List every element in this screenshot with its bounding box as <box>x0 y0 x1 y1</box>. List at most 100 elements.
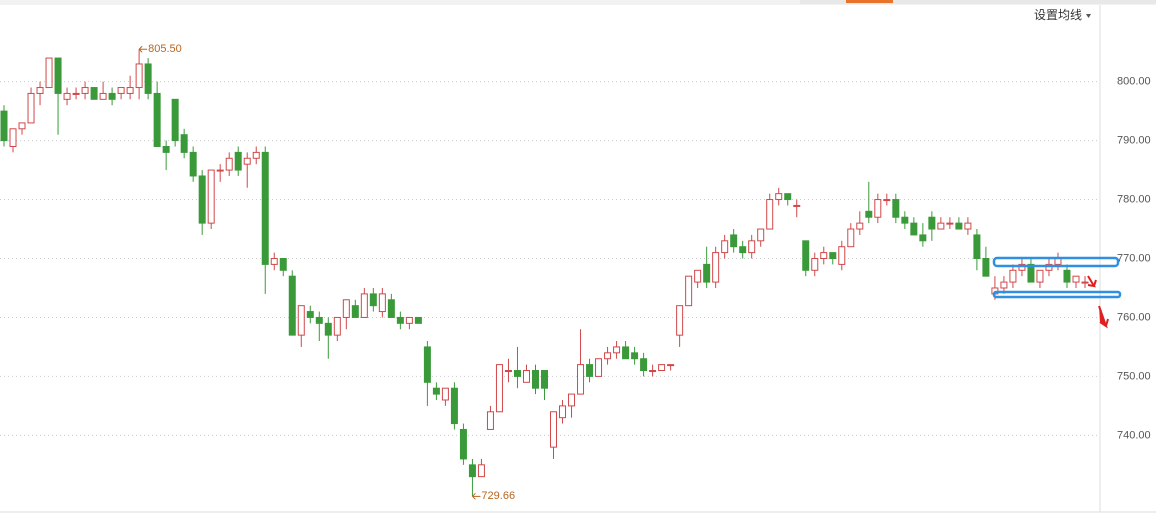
top-bar <box>0 0 1156 5</box>
candle-body <box>216 169 224 172</box>
candle-body <box>414 316 422 324</box>
candle-body <box>9 128 17 147</box>
candle-body <box>838 246 846 265</box>
candle-body <box>829 252 837 259</box>
candle-body <box>162 145 170 153</box>
trend-arrow <box>1098 305 1109 329</box>
candle-body <box>27 92 35 124</box>
candle-body <box>477 464 485 478</box>
candle-body <box>541 370 548 389</box>
candle-body <box>559 405 567 419</box>
tab-strip <box>800 0 1156 4</box>
candle-body <box>550 411 558 448</box>
candle-body <box>1063 269 1071 283</box>
candle-body <box>1018 263 1026 271</box>
active-tab[interactable] <box>846 0 893 3</box>
candle-body <box>1081 281 1089 284</box>
candle-body <box>964 222 972 230</box>
candle-body <box>856 222 864 230</box>
candle-body <box>153 92 161 147</box>
candle-body <box>1000 281 1008 289</box>
candle-body <box>144 63 152 94</box>
candle-body <box>730 234 738 248</box>
candle-body <box>667 364 675 367</box>
extreme-arrow <box>472 492 481 500</box>
candle-body <box>531 370 539 389</box>
candle-body <box>1072 275 1080 283</box>
candle-body <box>703 263 711 283</box>
candle-body <box>1054 258 1062 265</box>
candle-body <box>441 387 449 401</box>
candle-body <box>486 411 494 430</box>
candle-body <box>351 305 359 318</box>
candle-body <box>369 293 377 307</box>
candle-body <box>99 92 107 100</box>
candle-body <box>775 193 783 201</box>
candle-body <box>1009 269 1017 283</box>
candle-body <box>883 199 891 202</box>
candle-body <box>81 87 89 94</box>
highlight-box <box>992 256 1120 268</box>
candle-body <box>568 393 576 407</box>
candle-body <box>378 293 386 313</box>
candle-body <box>919 234 927 242</box>
candle-body <box>45 57 53 89</box>
candle-body <box>180 134 188 153</box>
candle-body <box>937 222 945 230</box>
candle-body <box>649 370 657 373</box>
candle-body <box>270 258 278 265</box>
candle-body <box>306 311 314 318</box>
candle-body <box>811 258 819 271</box>
candle-body <box>18 122 26 130</box>
candle-body <box>694 269 702 283</box>
candle-body <box>586 364 594 377</box>
candle-body <box>423 346 431 383</box>
candle-body <box>766 199 774 230</box>
dropdown-arrow[interactable] <box>1086 14 1091 18</box>
candle-body <box>973 234 981 260</box>
candle-body <box>712 252 720 283</box>
candle-body <box>288 275 296 336</box>
candle-body <box>1027 263 1035 283</box>
candle-body <box>640 358 648 372</box>
candle-body <box>261 151 269 265</box>
candle-body <box>342 299 350 318</box>
candle-body <box>333 316 341 336</box>
candle-body <box>1045 263 1053 271</box>
candle-body <box>522 370 530 383</box>
candle-body <box>910 222 918 236</box>
candle-body <box>901 216 909 224</box>
candle-body <box>117 87 125 94</box>
candle-body <box>946 222 954 225</box>
candle-body <box>739 246 747 254</box>
candle-body <box>450 387 458 425</box>
candle-body <box>387 299 395 318</box>
y-tick-label: 800.00 <box>1117 76 1151 88</box>
candle-body <box>757 228 765 242</box>
candle-body <box>315 316 323 324</box>
candle-body <box>279 258 287 271</box>
settings-button[interactable]: 设置均线 <box>1034 8 1082 22</box>
candle-body <box>171 98 179 142</box>
y-tick-label: 780.00 <box>1117 193 1151 205</box>
candle-body <box>622 346 630 360</box>
candle-body <box>504 370 512 373</box>
candle-body <box>865 210 873 218</box>
candle-body <box>513 370 521 377</box>
candle-body <box>198 175 206 224</box>
candle-body <box>360 293 368 318</box>
candle-body <box>432 387 440 395</box>
candle-body <box>252 151 260 159</box>
y-tick-label: 750.00 <box>1117 370 1151 382</box>
candle-body <box>468 464 476 478</box>
candle-body <box>847 228 855 248</box>
trend-arrow <box>1087 275 1097 288</box>
candle-body <box>685 275 693 307</box>
candle-body <box>135 63 143 89</box>
y-tick-label: 770.00 <box>1117 252 1151 264</box>
candle-body <box>784 193 792 201</box>
extreme-label: 805.50 <box>148 43 182 55</box>
candle-body <box>874 199 882 218</box>
candle-body <box>1036 269 1044 283</box>
